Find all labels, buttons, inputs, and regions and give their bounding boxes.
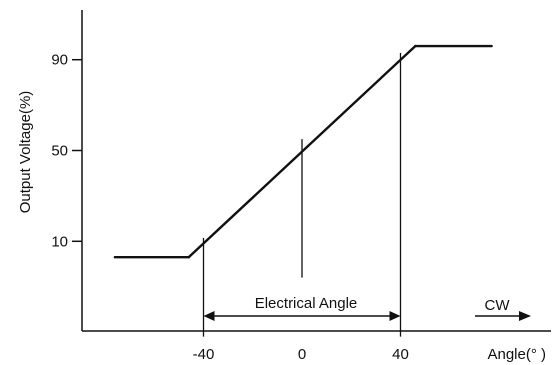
y-tick-label-10: 10 (51, 233, 68, 250)
cw-annotation: CW (475, 297, 531, 321)
x-tick-label-0: 0 (298, 346, 306, 363)
cw-label: CW (485, 297, 511, 314)
x-tick-label-neg40: -40 (193, 346, 215, 363)
y-tick-label-50: 50 (51, 143, 68, 160)
series-group (113, 44, 493, 259)
reference-lines-group (202, 52, 402, 337)
y-ticks-group: 10 50 90 (51, 52, 82, 250)
series-0-segment-1 (187, 44, 417, 259)
y-axis-title: Output Voltage(%) (17, 91, 34, 214)
arrow-left-head (203, 311, 215, 321)
arrow-right-head (389, 311, 401, 321)
electrical-angle-annotation: Electrical Angle (203, 295, 401, 321)
electrical-angle-label: Electrical Angle (255, 295, 358, 312)
cw-arrow-head (519, 311, 531, 321)
x-axis-title: Angle(° ) (487, 346, 546, 363)
x-ticks-group: -40 0 40 (193, 346, 409, 363)
x-tick-label-40: 40 (392, 346, 409, 363)
y-tick-label-90: 90 (51, 52, 68, 69)
